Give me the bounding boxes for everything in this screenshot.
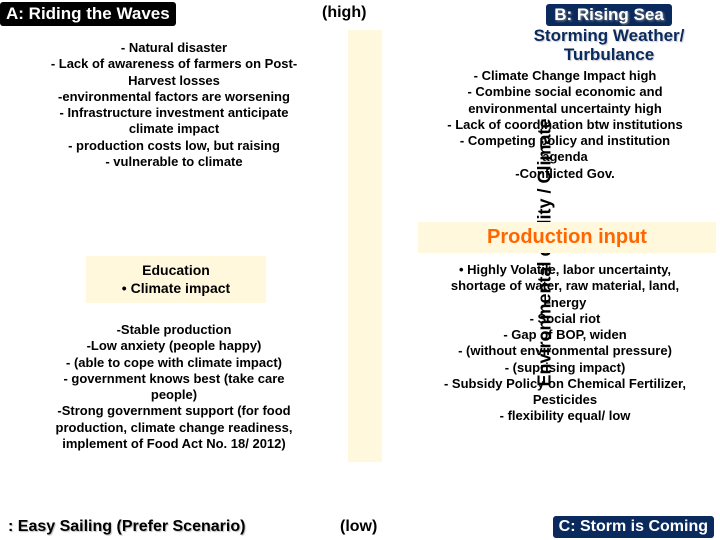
qa-line: - Natural disaster <box>4 40 344 56</box>
qa-line: - Lack of awareness of farmers on Post- <box>4 56 344 72</box>
quadrant-b-title: B: Rising Sea Storming Weather/ Turbulan… <box>504 2 714 67</box>
quadrant-b-line3: Turbulance <box>564 45 654 64</box>
y-axis-background <box>348 30 382 462</box>
axis-high-label: (high) <box>322 4 366 22</box>
quadrant-c-content: -Stable production -Low anxiety (people … <box>4 322 344 452</box>
qd-line: - Social riot <box>418 311 712 327</box>
qc-line: -Low anxiety (people happy) <box>4 338 344 354</box>
qb-line: -Conflicted Gov. <box>418 166 712 182</box>
quadrant-d-content: • Highly Volatile, labor uncertainty, sh… <box>418 262 712 425</box>
qd-line: shortage of water, raw material, land, <box>418 278 712 294</box>
quadrant-c-title: : Easy Sailing (Prefer Scenario) <box>2 516 251 538</box>
qa-line: - Infrastructure investment anticipate <box>4 105 344 121</box>
quadrant-b-line1: B: Rising Sea <box>546 4 672 26</box>
qc-line: -Strong government support (for food <box>4 403 344 419</box>
qa-line: - production costs low, but raising <box>4 138 344 154</box>
qc-line: -Stable production <box>4 322 344 338</box>
qc-line: - government knows best (take care <box>4 371 344 387</box>
qd-line: - Subsidy Policy on Chemical Fertilizer, <box>418 376 712 392</box>
qd-line: - (without environmental pressure) <box>418 343 712 359</box>
production-input-title: Production input <box>418 222 716 253</box>
education-box: Education • Climate impact <box>86 256 266 303</box>
qd-line: Pesticides <box>418 392 712 408</box>
qd-line: energy <box>418 295 712 311</box>
qb-line: environmental uncertainty high <box>418 101 712 117</box>
qb-line: - Combine social economic and <box>418 84 712 100</box>
qb-line: - Competing policy and institution <box>418 133 712 149</box>
qa-line: -environmental factors are worsening <box>4 89 344 105</box>
quadrant-b-line2: Storming Weather/ <box>534 26 685 45</box>
ed-line: Education <box>90 262 262 280</box>
qa-line: Harvest losses <box>4 73 344 89</box>
qc-line: production, climate change readiness, <box>4 420 344 436</box>
qb-line: - Climate Change Impact high <box>418 68 712 84</box>
qb-line: agenda <box>418 149 712 165</box>
qa-line: - vulnerable to climate <box>4 154 344 170</box>
qd-line: - flexibility equal/ low <box>418 408 712 424</box>
qc-line: implement of Food Act No. 18/ 2012) <box>4 436 344 452</box>
axis-low-label: (low) <box>340 518 377 536</box>
qd-line: - Gap of BOP, widen <box>418 327 712 343</box>
qd-line: - (suprising impact) <box>418 360 712 376</box>
qb-line: - Lack of coordination btw institutions <box>418 117 712 133</box>
quadrant-a-title: A: Riding the Waves <box>0 2 176 26</box>
qd-line: • Highly Volatile, labor uncertainty, <box>418 262 712 278</box>
quadrant-a-content: - Natural disaster - Lack of awareness o… <box>4 40 344 170</box>
qa-line: climate impact <box>4 121 344 137</box>
qc-line: people) <box>4 387 344 403</box>
qc-line: - (able to cope with climate impact) <box>4 355 344 371</box>
quadrant-b-content: - Climate Change Impact high - Combine s… <box>418 68 712 182</box>
quadrant-d-title: C: Storm is Coming <box>553 516 714 538</box>
ed-line: • Climate impact <box>90 280 262 298</box>
